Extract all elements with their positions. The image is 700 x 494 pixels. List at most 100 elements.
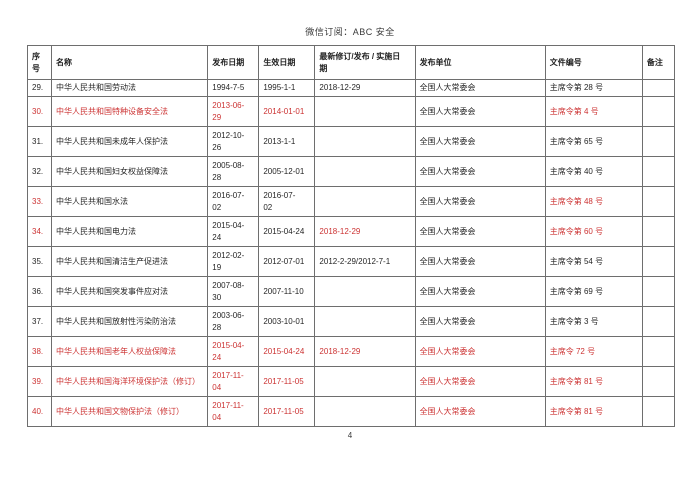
- cell-num: 36.: [26, 276, 53, 307]
- cell-doc_no: 主席令第 40 号: [544, 156, 643, 187]
- cell-note: [641, 156, 676, 187]
- table-row: 30. 中华人民共和国特种设备安全法 2013-06- 29 2014-01-01 全国…: [26, 96, 676, 127]
- cell-num: 39.: [26, 366, 53, 397]
- table-row: 40. 中华人民共和国文物保护法（修订） 2017-11- 04 2017-11-05…: [26, 396, 676, 427]
- cell-pub_date: 2017-11- 04: [207, 396, 260, 427]
- page-number: 4: [347, 431, 353, 440]
- cell-doc_no: 主席令第 28 号: [544, 79, 643, 97]
- cell-doc_no: 主席令第 60 号: [544, 216, 643, 247]
- cell-num: 33.: [26, 186, 53, 217]
- cell-pub_date: 2005-08- 28: [207, 156, 260, 187]
- table-row: 36. 中华人民共和国突发事件应对法 2007-08- 30 2007-11-10 全国…: [26, 276, 676, 307]
- cell-num: 34.: [26, 216, 53, 247]
- cell-note: [641, 186, 676, 217]
- table-row: 35. 中华人民共和国清洁生产促进法 2012-02- 19 2012-07-01 20…: [26, 246, 676, 277]
- cell-pub_date: 2015-04- 24: [207, 336, 260, 367]
- column-header-doc_no: 文件编号: [544, 45, 643, 80]
- cell-rev_date: [314, 126, 416, 157]
- cell-num: 38.: [26, 336, 53, 367]
- cell-unit: 全国人大常委会: [414, 96, 546, 127]
- cell-eff_date: 2007-11-10: [258, 276, 316, 307]
- cell-doc_no: 主席令第 54 号: [544, 246, 643, 277]
- cell-unit: 全国人大常委会: [414, 276, 546, 307]
- cell-name: 中华人民共和国水法: [51, 186, 209, 217]
- cell-rev_date: [314, 306, 416, 337]
- cell-rev_date: [314, 276, 416, 307]
- cell-note: [641, 396, 676, 427]
- cell-doc_no: 主席令第 81 号: [544, 396, 643, 427]
- cell-name: 中华人民共和国老年人权益保障法: [51, 336, 209, 367]
- cell-pub_date: 1994-7-5: [207, 79, 260, 97]
- column-header-rev_date: 最新修订/发布 / 实施日 期: [314, 45, 416, 80]
- cell-unit: 全国人大常委会: [414, 336, 546, 367]
- cell-rev_date: [314, 156, 416, 187]
- cell-eff_date: 2013-1-1: [258, 126, 316, 157]
- cell-name: 中华人民共和国电力法: [51, 216, 209, 247]
- column-header-note: 备注: [641, 45, 676, 80]
- table-row: 29. 中华人民共和国劳动法 1994-7-5 1995-1-1 2018-12-29 全…: [26, 79, 676, 97]
- cell-pub_date: 2012-02- 19: [207, 246, 260, 277]
- cell-pub_date: 2007-08- 30: [207, 276, 260, 307]
- cell-name: 中华人民共和国特种设备安全法: [51, 96, 209, 127]
- cell-unit: 全国人大常委会: [414, 396, 546, 427]
- cell-name: 中华人民共和国海洋环境保护法（修订）: [51, 366, 209, 397]
- cell-unit: 全国人大常委会: [414, 306, 546, 337]
- cell-pub_date: 2015-04- 24: [207, 216, 260, 247]
- cell-note: [641, 216, 676, 247]
- cell-doc_no: 主席令 72 号: [544, 336, 643, 367]
- cell-note: [641, 79, 676, 97]
- cell-pub_date: 2012-10- 26: [207, 126, 260, 157]
- cell-num: 30.: [26, 96, 53, 127]
- cell-rev_date: 2012-2-29/2012-7-1: [314, 246, 416, 277]
- cell-note: [641, 276, 676, 307]
- cell-num: 29.: [26, 79, 53, 97]
- cell-unit: 全国人大常委会: [414, 366, 546, 397]
- laws-table: 序 号名称 发布日期 生效日期 最新修订/发布 / 实施日 期发布单位 文件编号 备注 2…: [26, 45, 676, 427]
- cell-eff_date: 2016-07- 02: [258, 186, 316, 217]
- cell-eff_date: 2015-04-24: [258, 336, 316, 367]
- cell-num: 40.: [26, 396, 53, 427]
- table-body: 29. 中华人民共和国劳动法 1994-7-5 1995-1-1 2018-12-29 全…: [26, 79, 676, 427]
- cell-rev_date: [314, 366, 416, 397]
- cell-name: 中华人民共和国文物保护法（修订）: [51, 396, 209, 427]
- cell-note: [641, 126, 676, 157]
- cell-num: 35.: [26, 246, 53, 277]
- cell-eff_date: 1995-1-1: [258, 79, 316, 97]
- cell-note: [641, 306, 676, 337]
- cell-rev_date: [314, 396, 416, 427]
- cell-eff_date: 2003-10-01: [258, 306, 316, 337]
- table-row: 31. 中华人民共和国未成年人保护法 2012-10- 26 2013-1-1 全国人大…: [26, 126, 676, 157]
- cell-name: 中华人民共和国妇女权益保障法: [51, 156, 209, 187]
- cell-unit: 全国人大常委会: [414, 126, 546, 157]
- header-row: 序 号名称 发布日期 生效日期 最新修订/发布 / 实施日 期发布单位 文件编号 备注: [26, 45, 676, 80]
- cell-name: 中华人民共和国劳动法: [51, 79, 209, 97]
- cell-note: [641, 366, 676, 397]
- cell-rev_date: [314, 96, 416, 127]
- column-header-eff_date: 生效日期: [258, 45, 316, 80]
- cell-rev_date: [314, 186, 416, 217]
- cell-doc_no: 主席令第 48 号: [544, 186, 643, 217]
- cell-rev_date: 2018-12-29: [314, 79, 416, 97]
- cell-pub_date: 2017-11- 04: [207, 366, 260, 397]
- table-row: 33. 中华人民共和国水法 2016-07- 02 2016-07- 02 全国人大常委…: [26, 186, 676, 217]
- cell-unit: 全国人大常委会: [414, 156, 546, 187]
- cell-unit: 全国人大常委会: [414, 246, 546, 277]
- cell-name: 中华人民共和国放射性污染防治法: [51, 306, 209, 337]
- cell-doc_no: 主席令第 4 号: [544, 96, 643, 127]
- column-header-pub_date: 发布日期: [207, 45, 260, 80]
- cell-note: [641, 336, 676, 367]
- cell-eff_date: 2005-12-01: [258, 156, 316, 187]
- table-row: 37. 中华人民共和国放射性污染防治法 2003-06- 28 2003-10-01 全…: [26, 306, 676, 337]
- cell-num: 32.: [26, 156, 53, 187]
- table-row: 32. 中华人民共和国妇女权益保障法 2005-08- 28 2005-12-01 全国…: [26, 156, 676, 187]
- cell-eff_date: 2014-01-01: [258, 96, 316, 127]
- column-header-num: 序 号: [26, 45, 53, 80]
- cell-unit: 全国人大常委会: [414, 186, 546, 217]
- cell-pub_date: 2013-06- 29: [207, 96, 260, 127]
- cell-eff_date: 2012-07-01: [258, 246, 316, 277]
- cell-rev_date: 2018-12-29: [314, 216, 416, 247]
- column-header-unit: 发布单位: [414, 45, 546, 80]
- cell-unit: 全国人大常委会: [414, 216, 546, 247]
- cell-eff_date: 2015-04-24: [258, 216, 316, 247]
